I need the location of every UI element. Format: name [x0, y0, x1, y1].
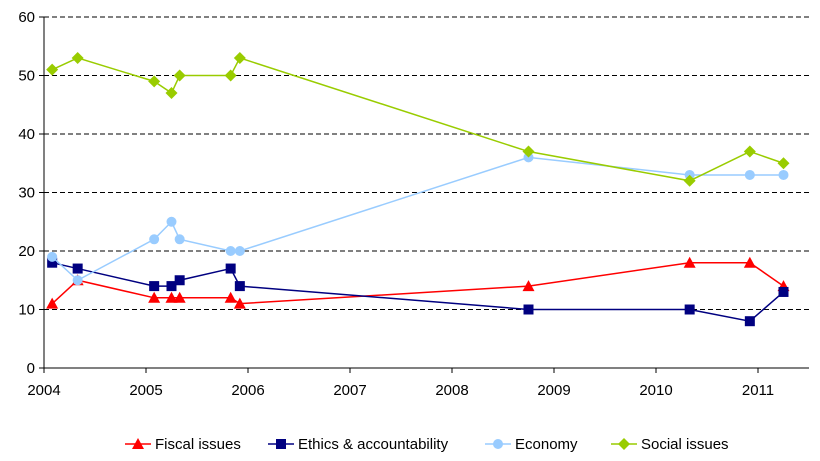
x-tick-label: 2007	[333, 382, 366, 399]
x-tick-label: 2004	[27, 382, 60, 399]
series-economy	[47, 152, 789, 286]
data-point	[778, 169, 789, 180]
legend-label: Economy	[515, 436, 578, 453]
data-point	[47, 257, 58, 268]
axes: 0 10 20 30 40 50 60 2004 2005 2006 2007 2008 2009 201…	[18, 9, 809, 399]
data-point	[744, 169, 755, 180]
legend-marker	[132, 438, 144, 449]
legend-label: Ethics & accountability	[298, 436, 449, 453]
data-point	[173, 291, 186, 303]
data-point	[149, 234, 160, 245]
series-layer	[46, 51, 790, 327]
series-ethics-accountability	[47, 257, 789, 327]
legend: Fiscal issues Ethics & accountability Econ…	[125, 436, 729, 453]
x-tick-label: 2009	[537, 382, 570, 399]
series-social-issues	[46, 51, 790, 187]
legend-marker	[493, 439, 503, 449]
data-point	[166, 216, 177, 227]
data-point	[166, 281, 177, 292]
data-point	[148, 291, 161, 303]
data-point	[165, 87, 178, 100]
legend-marker	[276, 439, 286, 449]
x-tick-label: 2010	[639, 382, 672, 399]
y-tick-label: 0	[27, 360, 35, 377]
data-point	[522, 145, 535, 158]
x-tick-label: 2005	[129, 382, 162, 399]
legend-item: Economy	[485, 436, 578, 453]
data-point	[71, 51, 84, 64]
y-tick-label: 20	[18, 243, 35, 260]
data-point	[233, 51, 246, 64]
data-point	[224, 291, 237, 303]
legend-item: Fiscal issues	[125, 436, 241, 453]
data-point	[777, 157, 790, 170]
data-point	[72, 275, 83, 286]
data-point	[743, 256, 756, 268]
data-point	[225, 246, 236, 256]
data-point	[72, 263, 83, 274]
x-tick-label: 2006	[231, 382, 264, 399]
legend-item: Social issues	[611, 436, 729, 453]
data-point	[684, 304, 695, 315]
series-line	[51, 57, 784, 182]
data-point	[744, 316, 755, 327]
data-point	[743, 145, 756, 158]
data-point	[523, 304, 534, 315]
data-point	[683, 256, 696, 268]
data-point	[46, 63, 59, 76]
data-point	[165, 291, 178, 303]
data-point	[47, 251, 58, 262]
data-point	[46, 297, 59, 309]
x-tick-label: 2008	[435, 382, 468, 399]
data-point	[225, 263, 236, 274]
data-point	[173, 69, 186, 82]
data-point	[174, 234, 185, 245]
data-point	[148, 75, 161, 88]
data-point	[174, 275, 185, 286]
data-point	[522, 280, 535, 292]
series-line	[51, 261, 784, 305]
data-point	[149, 281, 160, 292]
y-tick-label: 40	[18, 126, 35, 143]
data-point	[234, 246, 245, 256]
y-tick-label: 50	[18, 68, 35, 85]
series-line	[51, 156, 784, 282]
legend-item: Ethics & accountability	[268, 436, 449, 453]
y-tick-label: 10	[18, 302, 35, 319]
legend-label: Social issues	[641, 436, 729, 453]
legend-marker	[618, 438, 630, 450]
data-point	[224, 69, 237, 82]
legend-label: Fiscal issues	[155, 436, 241, 453]
data-point	[233, 297, 246, 309]
y-tick-label: 60	[18, 9, 35, 26]
data-point	[778, 286, 789, 297]
series-line	[51, 261, 784, 323]
data-point	[683, 174, 696, 187]
y-tick-label: 30	[18, 185, 35, 202]
x-tick-label: 2011	[742, 382, 774, 399]
data-point	[234, 281, 245, 292]
